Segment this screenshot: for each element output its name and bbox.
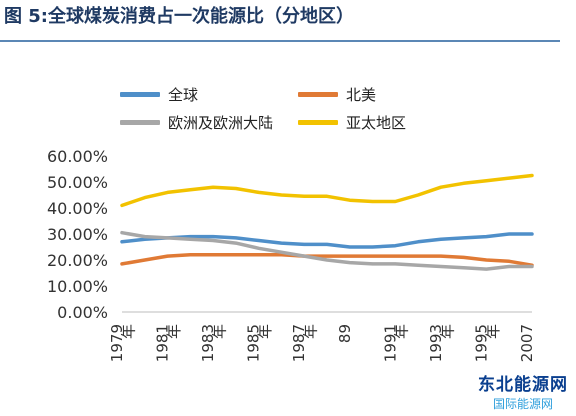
legend-item-global: 全球 — [120, 84, 198, 105]
legend-swatch-global — [120, 92, 160, 97]
x-tick-label: 1993 — [427, 324, 445, 362]
series-line-global — [120, 232, 534, 249]
x-tick-label: 年 — [438, 324, 456, 339]
y-tick-label: 20.00% — [47, 251, 108, 270]
figure-title: 图 5:全球煤炭消费占一次能源比（分地区） — [4, 6, 354, 27]
series-line-europe — [120, 230, 534, 271]
y-tick-label: 10.00% — [47, 277, 108, 296]
x-tick-label: 1981 — [154, 324, 172, 362]
x-tick-label: 年 — [484, 324, 502, 339]
series-line-asia-pacific — [120, 173, 534, 208]
legend-item-north-america: 北美 — [298, 84, 376, 105]
legend-swatch-asia-pacific — [298, 120, 338, 125]
title-rule — [0, 40, 560, 42]
legend-label-global: 全球 — [168, 86, 199, 104]
watermark-line1: 东北能源网 — [478, 375, 568, 395]
legend-label-asia-pacific: 亚太地区 — [346, 114, 407, 132]
x-tick-label: 年 — [302, 324, 320, 339]
y-tick-label: 50.00% — [47, 173, 108, 192]
x-tick-label: 年 — [119, 324, 137, 339]
y-tick-label: 60.00% — [47, 147, 108, 166]
legend-swatch-europe — [120, 120, 160, 125]
legend-swatch-north-america — [298, 92, 338, 97]
x-tick-label: 1979 — [108, 324, 126, 362]
x-tick-label: 1991 — [381, 324, 399, 362]
x-tick-label: 年 — [256, 324, 274, 339]
y-tick-label: 30.00% — [47, 225, 108, 244]
x-tick-label: 89 — [336, 324, 354, 343]
legend-item-europe: 欧洲及欧洲大陆 — [120, 112, 273, 133]
x-tick-label: 年 — [165, 324, 183, 339]
x-tick-label: 1985 — [245, 324, 263, 362]
series-line-north-america — [120, 253, 534, 267]
y-tick-label: 0.00% — [57, 303, 108, 322]
legend-item-asia-pacific: 亚太地区 — [298, 112, 406, 133]
x-tick-label: 1983 — [199, 324, 217, 362]
x-tick-label: 年 — [211, 324, 229, 339]
x-tick-label: 年 — [393, 324, 411, 339]
y-tick-label: 40.00% — [47, 199, 108, 218]
x-tick-label: 2007 — [518, 324, 536, 362]
watermark-line2: 国际能源网 — [492, 397, 553, 411]
x-tick-label: 1987 — [290, 324, 308, 362]
watermark: 东北能源网 国际能源网 — [478, 370, 568, 412]
x-tick-label: 1995 — [472, 324, 490, 362]
legend-label-north-america: 北美 — [346, 86, 377, 104]
legend-label-europe: 欧洲及欧洲大陆 — [168, 114, 274, 132]
